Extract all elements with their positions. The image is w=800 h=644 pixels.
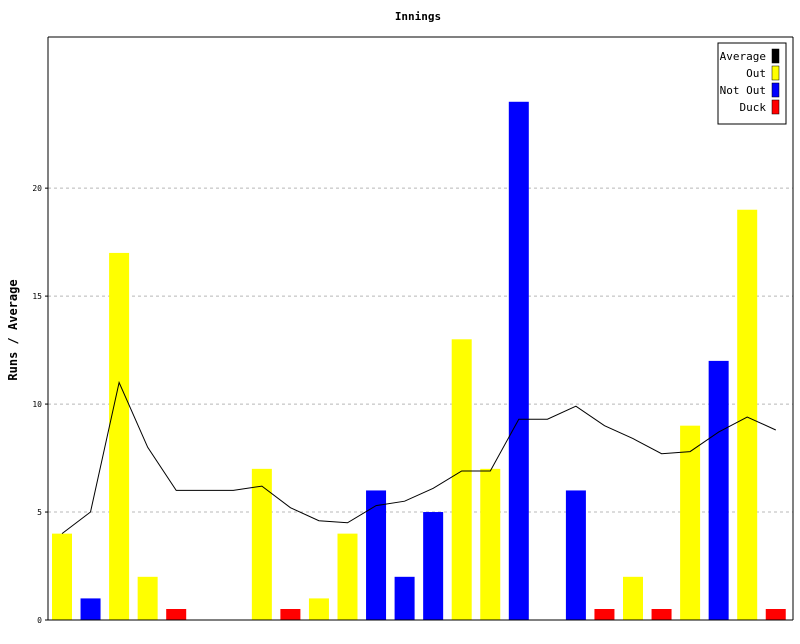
bar-duck [594,609,615,620]
axes [47,36,794,621]
y-tick-label: 10 [32,400,42,409]
legend: Average Out Not Out Duck [717,42,787,125]
legend-label: Not Out [720,84,766,97]
bar-duck [166,609,187,620]
bar-out [337,533,358,620]
bar-duck [280,609,301,620]
bar-out [137,576,158,620]
legend-swatch [771,99,780,115]
average-line [61,380,777,534]
bar-out [680,425,701,620]
y-axis-label: Runs / Average [6,279,20,380]
legend-swatch [771,48,780,64]
bar-out [737,209,758,621]
bar-out [109,252,130,621]
legend-label: Average [720,50,766,63]
y-tick-label: 15 [32,292,42,301]
chart-title: Innings [395,10,441,23]
bar-out [251,468,272,620]
bar-not-out [708,360,729,620]
bar-duck [765,609,786,620]
legend-label: Duck [740,101,767,114]
bar-not-out [366,490,387,620]
bar-out [480,468,501,620]
bar-out [308,598,329,620]
bar-not-out [423,512,444,620]
bar-out [52,533,72,620]
bar-out [623,576,643,620]
legend-swatch [771,82,780,98]
bars [52,101,786,621]
y-ticks: 0 5 10 15 20 [32,184,48,625]
legend-label: Out [746,67,766,80]
average-line-layer [61,380,777,534]
y-tick-label: 5 [37,508,42,517]
y-tick-label: 20 [32,184,42,193]
grid-lines [48,187,793,513]
bar-not-out [80,598,101,620]
legend-swatch [771,65,780,81]
bar-not-out [394,576,415,620]
y-tick-label: 0 [37,616,42,625]
bar-not-out [508,101,529,621]
bar-out [451,339,472,620]
bar-duck [651,609,672,620]
bar-not-out [565,490,586,620]
